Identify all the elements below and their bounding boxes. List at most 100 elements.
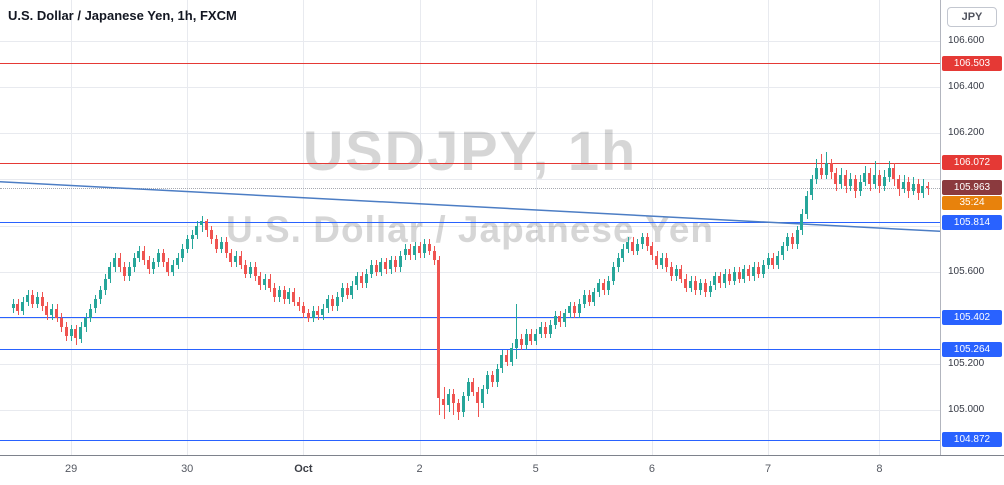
candle-body	[176, 257, 180, 265]
candle-body	[21, 301, 25, 311]
resistance-level-line[interactable]	[0, 63, 940, 65]
candle-body	[819, 167, 823, 175]
candle-body	[79, 327, 83, 339]
candle-body	[171, 264, 175, 272]
candle-body	[389, 260, 392, 270]
time-axis[interactable]: 29 30 Oct 2 5 6 7 8	[0, 455, 1004, 485]
candle-body	[606, 280, 610, 291]
candle-body	[418, 246, 422, 254]
candle-body	[902, 181, 906, 189]
descending-trendline[interactable]	[0, 180, 940, 233]
support-level-line[interactable]	[0, 349, 940, 351]
support-level-line[interactable]	[0, 317, 940, 319]
horizontal-gridline	[0, 179, 940, 181]
candle-body	[795, 230, 799, 244]
candle-body	[127, 267, 131, 277]
candle-body	[703, 283, 707, 293]
candle-body	[466, 382, 470, 397]
candle-body	[321, 308, 325, 316]
candle-body	[132, 257, 136, 267]
resistance-price-label: 106.072	[942, 155, 1002, 171]
last-price-label: 105.963	[942, 180, 1002, 196]
candle-body	[268, 278, 271, 288]
symbol-legend[interactable]: U.S. Dollar / Japanese Yen, 1h, FXCM	[8, 8, 237, 23]
candle-body	[190, 234, 194, 240]
horizontal-gridline	[0, 317, 940, 319]
time-label: 8	[876, 463, 883, 475]
candle-body	[350, 285, 354, 295]
candle-body	[137, 250, 141, 258]
candle-body	[461, 396, 465, 413]
candle-body	[258, 276, 262, 286]
price-tick-label: 106.600	[948, 35, 985, 46]
candle-body	[592, 292, 596, 302]
candle-body	[84, 317, 88, 327]
candle-body	[597, 283, 601, 293]
candle-body	[645, 237, 649, 247]
candle-body	[263, 278, 267, 286]
candle-body	[234, 255, 238, 263]
candle-body	[369, 264, 373, 274]
candle-body	[887, 167, 891, 178]
candle-body	[674, 269, 678, 277]
candle-body	[718, 276, 722, 284]
candle-body	[345, 287, 349, 295]
candle-body	[882, 177, 886, 187]
candle-body	[650, 246, 654, 256]
candle-body	[858, 181, 862, 191]
candle-body	[156, 253, 160, 263]
horizontal-gridline	[0, 410, 940, 411]
candle-body	[669, 267, 673, 277]
candle-body	[708, 285, 712, 293]
vertical-gridline	[187, 0, 189, 455]
candle-body	[59, 317, 63, 327]
candle-body	[471, 382, 475, 392]
candle-body	[26, 294, 29, 302]
candle-body	[272, 287, 276, 297]
candle-body	[510, 347, 513, 362]
candle-body	[340, 287, 344, 297]
candle-body	[781, 246, 785, 256]
chart-plot-area[interactable]: USDJPY, 1h U.S. Dollar / Japanese Yen U.…	[0, 0, 940, 455]
candle-body	[427, 244, 431, 251]
candle-body	[660, 257, 664, 265]
candle-body	[732, 271, 736, 281]
candle-body	[766, 257, 770, 265]
vertical-gridline	[419, 0, 421, 455]
candle-body	[355, 276, 359, 286]
candle-body	[921, 186, 925, 194]
resistance-price-label: 106.503	[942, 55, 1002, 71]
candle-body	[693, 280, 697, 291]
currency-toggle-button[interactable]: JPY	[947, 7, 997, 27]
candle-body	[88, 308, 92, 318]
candle-body	[45, 306, 49, 316]
candle-body	[74, 329, 78, 339]
candle-body	[118, 257, 121, 267]
candle-body	[282, 290, 286, 300]
candle-body	[374, 264, 378, 272]
candle-body	[814, 167, 818, 180]
support-level-line[interactable]	[0, 222, 940, 224]
support-level-line[interactable]	[0, 439, 940, 441]
time-label: 7	[764, 463, 772, 475]
candle-body	[442, 398, 446, 406]
time-label: 29	[64, 463, 78, 475]
candle-body	[853, 179, 857, 191]
support-price-label: 105.402	[942, 309, 1002, 325]
candle-body	[185, 239, 189, 249]
support-price-label: 105.264	[942, 341, 1002, 357]
candle-body	[166, 262, 170, 272]
candle-body	[602, 283, 605, 291]
candle-body	[379, 262, 383, 272]
candle-body	[548, 324, 552, 334]
price-axis[interactable]: 106.600 106.400 106.200 105.600 105.200 105.0…	[940, 0, 1004, 455]
candle-body	[906, 181, 910, 191]
vertical-gridline	[303, 0, 305, 455]
candle-body	[398, 255, 402, 267]
candle-wick	[516, 303, 518, 360]
candle-body	[403, 248, 407, 256]
candle-body	[35, 297, 39, 304]
candle-body	[877, 174, 881, 187]
resistance-level-line[interactable]	[0, 162, 940, 164]
candle-wick	[927, 181, 929, 196]
